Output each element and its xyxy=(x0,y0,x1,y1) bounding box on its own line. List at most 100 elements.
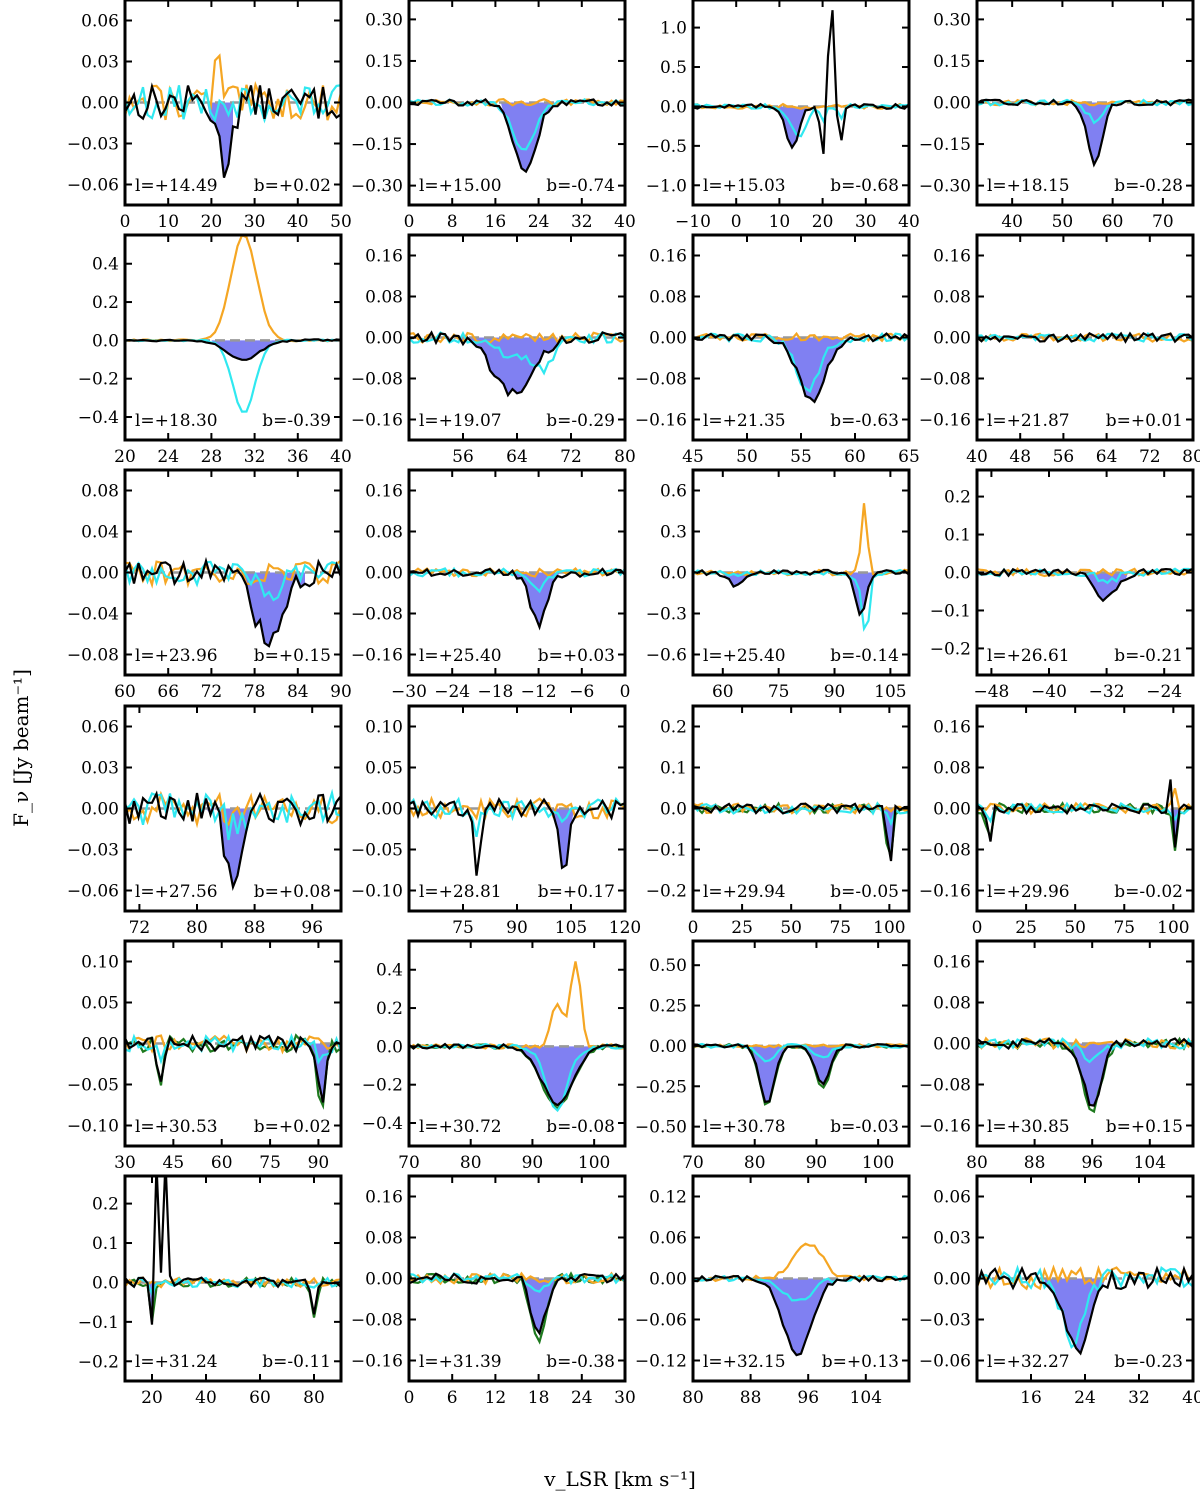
y-tick-label: 0.05 xyxy=(365,759,403,779)
y-tick-label: 0.16 xyxy=(649,247,687,267)
x-tick-label: 24 xyxy=(157,447,179,467)
series-black-line xyxy=(409,567,625,631)
latitude-label: b=+0.13 xyxy=(822,1352,899,1372)
y-tick-label: −0.05 xyxy=(67,1076,119,1096)
latitude-label: b=-0.68 xyxy=(830,176,899,196)
x-tick-label: 50 xyxy=(1052,212,1074,232)
x-tick-label: 80 xyxy=(1182,447,1200,467)
plot-area xyxy=(977,1036,1193,1114)
y-tick-label: 0.08 xyxy=(649,288,687,308)
series-orange-line xyxy=(693,1242,909,1283)
y-tick-label: −0.30 xyxy=(919,177,971,197)
x-tick-label: 96 xyxy=(797,1388,819,1408)
x-tick-label: 64 xyxy=(1096,447,1118,467)
longitude-label: l=+18.15 xyxy=(987,176,1070,196)
y-tick-label: 0.03 xyxy=(81,53,119,73)
panel-frame xyxy=(407,939,627,1148)
y-tick-label: 0.00 xyxy=(81,800,119,820)
y-tick-label: 0.12 xyxy=(649,1188,687,1208)
x-tick-label: 40 xyxy=(195,1388,217,1408)
longitude-label: l=+30.53 xyxy=(135,1117,218,1137)
x-tick-label: 16 xyxy=(1020,1388,1042,1408)
panel-16: −0.16 −0.08 0.00 0.08 0.16 0 25 50 75 100 l=+29.96… xyxy=(919,704,1195,938)
x-tick-label: 0 xyxy=(620,682,631,702)
y-tick-label: −0.05 xyxy=(351,841,403,861)
y-tick-label: 0.1 xyxy=(92,1234,119,1254)
y-tick-label: 0.0 xyxy=(92,1273,119,1293)
absorption-fill xyxy=(500,102,555,172)
y-tick-label: 1.0 xyxy=(660,19,687,39)
y-tick-label: 0.6 xyxy=(660,482,687,502)
y-tick-label: −0.1 xyxy=(78,1313,119,1333)
x-tick-label: 80 xyxy=(460,1153,482,1173)
panel-6: −0.16 −0.08 0.00 0.08 0.16 56 64 72 80 l=+19.07 b=… xyxy=(351,233,636,467)
absorption-fill xyxy=(517,1278,561,1334)
panel-3: −1.0 −0.5 0.0 0.5 1.0 −10 0 10 20 30 40 l=+15.03 b=-… xyxy=(646,0,920,232)
y-tick-label: 0.30 xyxy=(365,10,403,30)
y-tick-label: −0.2 xyxy=(78,1352,119,1372)
panel-7: −0.16 −0.08 0.00 0.08 0.16 45 50 55 60 65 l=+21.35… xyxy=(635,233,920,467)
y-tick-label: −0.08 xyxy=(351,370,403,390)
latitude-label: b=-0.11 xyxy=(262,1352,331,1372)
latitude-label: b=+0.15 xyxy=(254,646,331,666)
y-tick-label: 0.00 xyxy=(81,564,119,584)
x-tick-label: 104 xyxy=(1134,1153,1166,1173)
latitude-label: b=-0.08 xyxy=(546,1117,615,1137)
absorption-fill xyxy=(509,572,561,627)
x-tick-label: 20 xyxy=(114,447,136,467)
series-green-line xyxy=(409,1043,625,1111)
series-black-line xyxy=(125,338,341,361)
x-tick-label: 90 xyxy=(330,682,352,702)
longitude-label: l=+30.85 xyxy=(987,1117,1070,1137)
x-tick-label: 60 xyxy=(712,682,734,702)
longitude-label: l=+14.49 xyxy=(135,176,218,196)
plot-area xyxy=(693,1042,909,1106)
y-tick-label: 0.10 xyxy=(81,953,119,973)
y-tick-label: 0.2 xyxy=(944,488,971,508)
x-tick-label: −6 xyxy=(569,682,594,702)
y-tick-label: −0.4 xyxy=(362,1114,403,1134)
y-tick-label: −0.15 xyxy=(919,135,971,155)
plot-area xyxy=(977,331,1193,344)
y-tick-label: 0.10 xyxy=(365,718,403,738)
latitude-label: b=+0.02 xyxy=(254,1117,331,1137)
x-tick-label: 24 xyxy=(528,212,550,232)
series-cyan-line xyxy=(693,801,909,827)
plot-area xyxy=(693,331,909,404)
x-tick-label: 90 xyxy=(824,682,846,702)
x-tick-label: 30 xyxy=(114,1153,136,1173)
y-tick-label: 0.3 xyxy=(660,523,687,543)
y-tick-label: 0.2 xyxy=(660,718,687,738)
latitude-label: b=-0.38 xyxy=(546,1352,615,1372)
y-tick-label: 0.00 xyxy=(365,564,403,584)
y-tick-label: −0.25 xyxy=(635,1077,687,1097)
x-tick-label: 0 xyxy=(972,918,983,938)
y-tick-label: −0.08 xyxy=(919,841,971,861)
y-tick-label: −0.06 xyxy=(67,176,119,196)
x-tick-label: −24 xyxy=(1146,682,1182,702)
x-tick-label: −32 xyxy=(1089,682,1125,702)
x-tick-label: 55 xyxy=(790,447,812,467)
absorption-fill xyxy=(766,106,810,148)
y-tick-label: −0.08 xyxy=(635,370,687,390)
y-tick-label: −0.12 xyxy=(635,1352,687,1372)
x-tick-label: 10 xyxy=(769,212,791,232)
absorption-fill xyxy=(1070,1043,1114,1106)
y-tick-label: 0.00 xyxy=(933,94,971,114)
y-tick-label: 0.06 xyxy=(81,718,119,738)
longitude-label: l=+15.00 xyxy=(419,176,502,196)
x-tick-label: 25 xyxy=(731,918,753,938)
x-tick-label: 75 xyxy=(259,1153,281,1173)
y-tick-label: 0.16 xyxy=(365,482,403,502)
series-orange-line xyxy=(409,795,625,821)
x-tick-label: 90 xyxy=(506,918,528,938)
absorption-fill xyxy=(204,808,255,888)
x-tick-label: 30 xyxy=(244,212,266,232)
series-black-line xyxy=(977,331,1193,344)
x-tick-label: 12 xyxy=(485,1388,507,1408)
y-tick-label: −1.0 xyxy=(646,176,687,196)
series-orange-line xyxy=(977,566,1193,578)
plot-area xyxy=(977,1264,1193,1356)
y-tick-label: 0.16 xyxy=(933,247,971,267)
